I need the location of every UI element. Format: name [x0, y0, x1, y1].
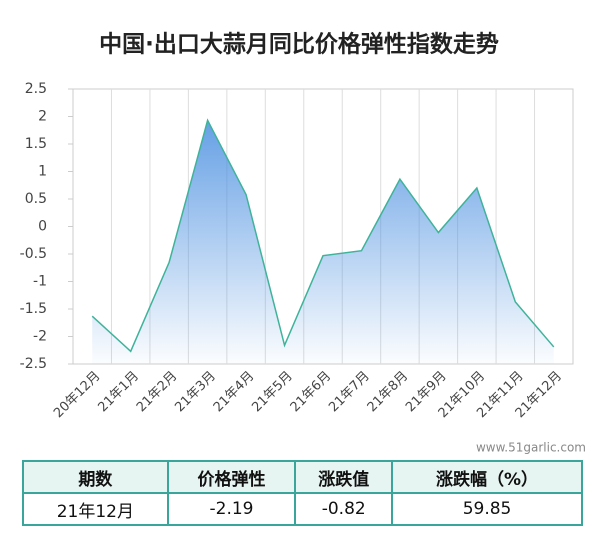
x-tick-label-group: 21年5月 — [249, 369, 296, 416]
table-row: 21年12月 -2.19 -0.82 59.85 — [22, 492, 583, 526]
x-tick-label-group: 21年6月 — [288, 369, 335, 416]
y-tick-label: 0 — [38, 219, 47, 235]
x-tick-label: 21年4月 — [211, 369, 258, 416]
summary-table: 期数 价格弹性 涨跌值 涨跌幅（%） 21年12月 -2.19 -0.82 59… — [22, 460, 583, 526]
x-tick-label: 21年7月 — [326, 369, 373, 416]
table-cell: 59.85 — [391, 492, 583, 526]
x-tick-label-group: 20年12月 — [51, 369, 103, 421]
line — [91, 118, 555, 353]
x-tick-label: 21年2月 — [134, 369, 181, 416]
x-tick-label: 21年5月 — [249, 369, 296, 416]
chart-title: 中国·出口大蒜月同比价格弹性指数走势 — [99, 31, 499, 58]
x-tick-label: 21年3月 — [172, 369, 219, 416]
x-tick-label: 21年1月 — [95, 369, 142, 416]
table-cell: -0.82 — [294, 492, 394, 526]
x-tick-label-group: 21年7月 — [326, 369, 373, 416]
x-tick-label-group: 21年1月 — [95, 369, 142, 416]
x-tick-label: 21年6月 — [288, 369, 335, 416]
area — [92, 120, 554, 364]
table-header: 涨跌幅（%） — [391, 460, 583, 494]
x-tick-label-group: 21年2月 — [134, 369, 181, 416]
x-tick-label-group: 21年8月 — [365, 369, 412, 416]
y-tick-label: -2 — [33, 329, 47, 345]
table-header-row: 期数 价格弹性 涨跌值 涨跌幅（%） — [22, 460, 583, 494]
watermark: www.51garlic.com — [476, 441, 586, 455]
y-tick-label: 1 — [38, 164, 47, 180]
x-tick-label: 20年12月 — [51, 369, 103, 421]
y-tick-label: -2.5 — [20, 356, 47, 372]
y-tick-label: 1.5 — [25, 136, 47, 152]
x-tick-label: 21年8月 — [365, 369, 412, 416]
table-header: 期数 — [22, 460, 169, 494]
y-tick-label: -1 — [33, 274, 47, 290]
table-cell: 21年12月 — [22, 492, 169, 526]
x-tick-label-group: 21年4月 — [211, 369, 258, 416]
table-header: 价格弹性 — [166, 460, 297, 494]
y-tick-label: -1.5 — [20, 301, 47, 317]
y-tick-label: 2.5 — [25, 81, 47, 97]
table-header: 涨跌值 — [294, 460, 394, 494]
chart: 中国·出口大蒜月同比价格弹性指数走势 www.51garlic.com -2.5… — [20, 31, 586, 455]
y-tick-label: 0.5 — [25, 191, 47, 207]
y-tick-label: -0.5 — [20, 246, 47, 262]
y-tick-label: 2 — [38, 109, 47, 125]
table-cell: -2.19 — [166, 492, 297, 526]
x-tick-label-group: 21年3月 — [172, 369, 219, 416]
